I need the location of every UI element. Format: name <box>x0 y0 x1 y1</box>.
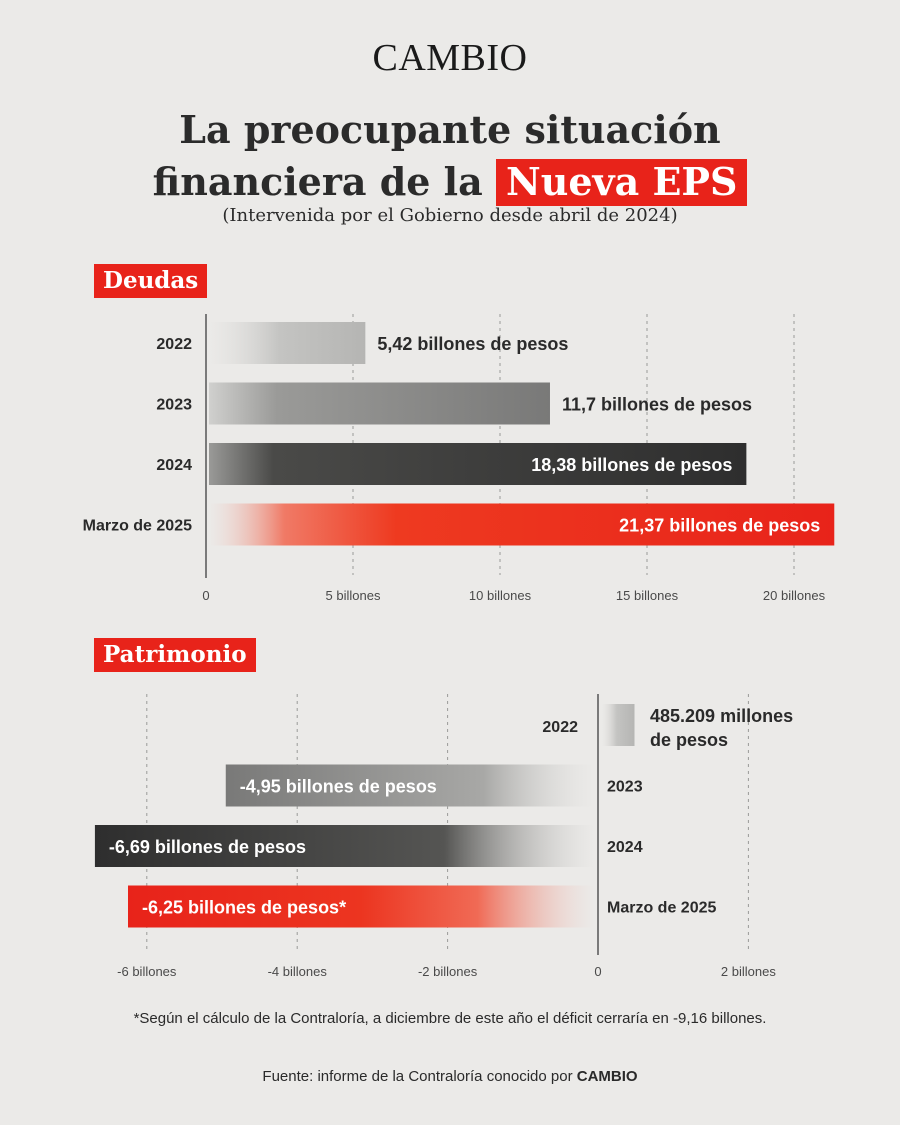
title-highlight: Nueva EPS <box>495 159 748 206</box>
data-label: de pesos <box>650 730 728 750</box>
category-label: Marzo de 2025 <box>607 900 716 917</box>
data-label: 11,7 billones de pesos <box>562 395 752 415</box>
section-tag-deudas: Deudas <box>94 264 208 298</box>
x-tick-label: 20 billones <box>763 588 826 603</box>
category-label: 2024 <box>607 839 643 856</box>
x-tick-label: 0 <box>202 588 209 603</box>
bar <box>602 704 635 746</box>
source-text: Fuente: informe de la Contraloría conoci… <box>262 1068 573 1085</box>
category-label: 2024 <box>156 457 192 474</box>
category-label: Marzo de 2025 <box>83 518 192 535</box>
data-label: -6,69 billones de pesos <box>109 837 306 857</box>
bar <box>209 503 835 546</box>
data-label: -4,95 billones de pesos <box>240 777 437 797</box>
page-title: La preocupante situación financiera de l… <box>0 104 900 208</box>
source-brand: CAMBIO <box>576 1068 638 1085</box>
x-tick-label: 2 billones <box>721 964 776 979</box>
category-label: 2022 <box>156 336 192 353</box>
x-tick-label: 15 billones <box>616 588 679 603</box>
bar <box>128 885 594 928</box>
section-tag-patrimonio: Patrimonio <box>94 638 256 672</box>
data-label: -6,25 billones de pesos* <box>142 898 346 918</box>
data-label: 18,38 billones de pesos <box>531 455 732 475</box>
brand-logo: CAMBIO <box>372 37 528 79</box>
deudas-chart: 0 5 billones 10 billones 15 billones 20 bill… <box>83 314 835 603</box>
data-label: 485.209 millones <box>650 706 793 726</box>
page-subtitle: (Intervenida por el Gobierno desde abril… <box>222 205 678 226</box>
bar <box>225 764 594 807</box>
x-tick-label: 5 billones <box>326 588 381 603</box>
title-line-2: financiera de la Nueva EPS <box>0 156 900 208</box>
category-label: 2022 <box>542 719 578 736</box>
x-tick-label: -2 billones <box>418 964 478 979</box>
category-label: 2023 <box>156 397 192 414</box>
data-label: 21,37 billones de pesos <box>619 516 820 536</box>
bar <box>209 322 366 364</box>
x-tick-label: 10 billones <box>469 588 532 603</box>
title-line-1: La preocupante situación <box>179 107 721 152</box>
x-tick-label: -4 billones <box>268 964 328 979</box>
patrimonio-chart: -6 billones -4 billones -2 billones 0 2 bill… <box>94 694 793 979</box>
bar <box>209 382 550 425</box>
source-line: Fuente: informe de la Contraloría conoci… <box>0 1068 900 1085</box>
x-tick-label: -6 billones <box>117 964 177 979</box>
footnote: *Según el cálculo de la Contraloría, a d… <box>133 1010 767 1027</box>
bar <box>209 443 747 485</box>
title-line-2-prefix: financiera de la <box>152 159 483 204</box>
x-tick-label: 0 <box>594 964 601 979</box>
category-label: 2023 <box>607 779 643 796</box>
data-label: 5,42 billones de pesos <box>377 334 568 354</box>
bar <box>94 825 595 867</box>
